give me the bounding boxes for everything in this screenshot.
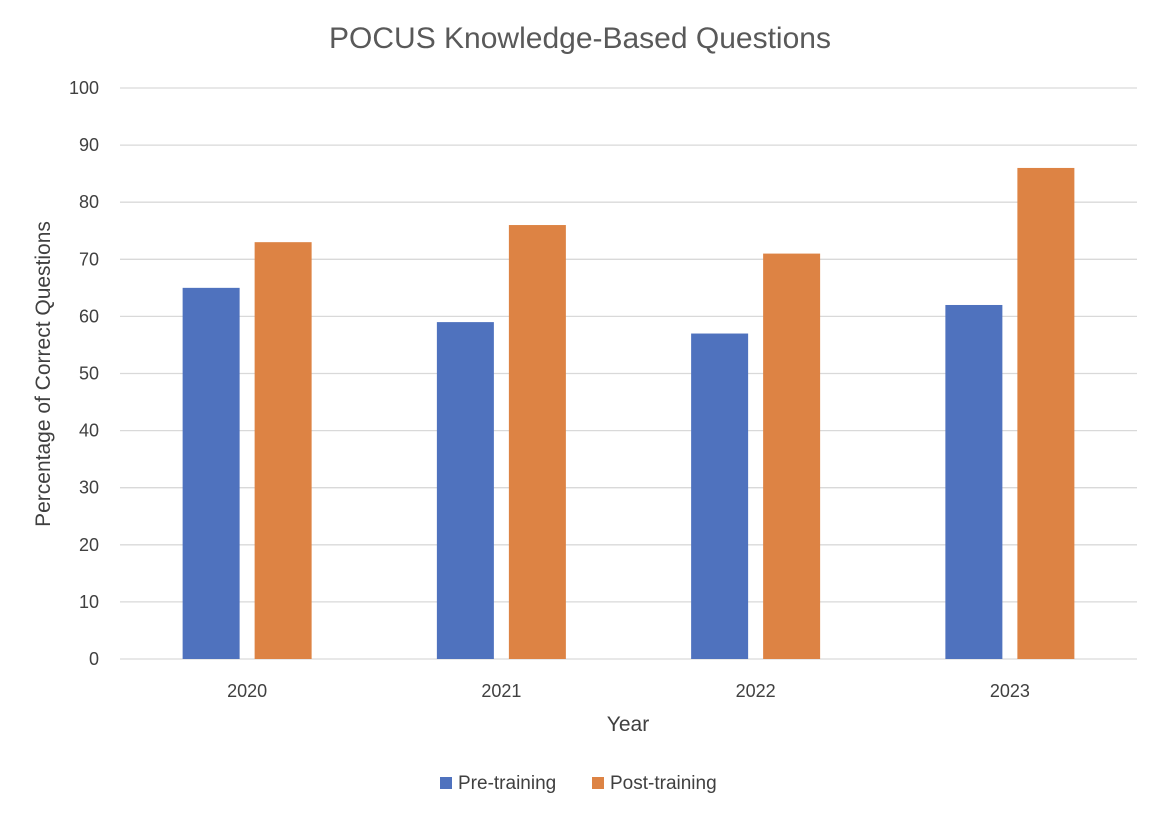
y-tick-label: 30 — [79, 478, 99, 498]
legend-label-pre-training: Pre-training — [458, 773, 556, 794]
x-tick-label: 2023 — [990, 681, 1030, 701]
bar-post-training-2022 — [763, 253, 821, 659]
y-axis-ticks: 0 10 20 30 40 50 60 70 80 90 100 — [69, 78, 99, 669]
legend-label-post-training: Post-training — [610, 773, 717, 794]
y-tick-label: 90 — [79, 135, 99, 155]
x-tick-label: 2022 — [736, 681, 776, 701]
legend: Pre-training Post-training — [440, 773, 717, 794]
bars — [182, 167, 1075, 660]
bar-post-training-2020 — [254, 242, 312, 660]
bar-post-training-2023 — [1017, 167, 1075, 659]
bar-pre-training-2022 — [691, 333, 749, 659]
y-tick-label: 80 — [79, 192, 99, 212]
y-tick-label: 0 — [89, 649, 99, 669]
y-axis-title: Percentage of Correct Questions — [32, 221, 55, 527]
legend-swatch-pre-training — [440, 777, 452, 789]
y-tick-label: 20 — [79, 535, 99, 555]
y-tick-label: 100 — [69, 78, 99, 98]
bar-pre-training-2021 — [436, 322, 494, 659]
bar-post-training-2021 — [508, 225, 566, 660]
y-tick-label: 50 — [79, 364, 99, 384]
x-tick-label: 2020 — [227, 681, 267, 701]
bar-pre-training-2020 — [182, 287, 240, 659]
x-axis-ticks: 2020 2021 2022 2023 — [227, 681, 1030, 701]
y-tick-label: 70 — [79, 249, 99, 269]
legend-swatch-post-training — [592, 777, 604, 789]
y-tick-label: 10 — [79, 592, 99, 612]
x-axis-title: Year — [607, 713, 649, 736]
bar-pre-training-2023 — [945, 304, 1003, 659]
x-tick-label: 2021 — [481, 681, 521, 701]
y-tick-label: 40 — [79, 421, 99, 441]
chart-title: POCUS Knowledge-Based Questions — [329, 22, 831, 55]
y-tick-label: 60 — [79, 306, 99, 326]
